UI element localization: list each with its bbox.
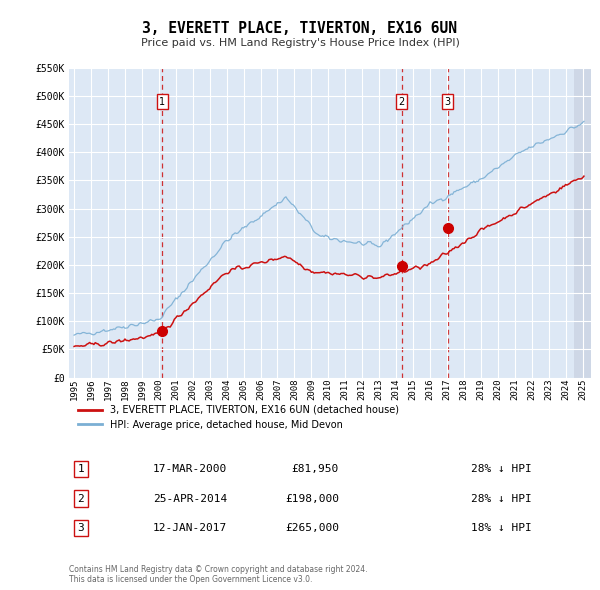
- Text: 3: 3: [445, 97, 451, 107]
- Text: Price paid vs. HM Land Registry's House Price Index (HPI): Price paid vs. HM Land Registry's House …: [140, 38, 460, 48]
- Text: £198,000: £198,000: [285, 494, 339, 503]
- Text: £81,950: £81,950: [292, 464, 339, 474]
- Text: 28% ↓ HPI: 28% ↓ HPI: [471, 494, 532, 503]
- Text: 1: 1: [160, 97, 166, 107]
- Text: £265,000: £265,000: [285, 523, 339, 533]
- Text: 25-APR-2014: 25-APR-2014: [153, 494, 227, 503]
- Text: 12-JAN-2017: 12-JAN-2017: [153, 523, 227, 533]
- Text: 2: 2: [398, 97, 404, 107]
- Text: 3: 3: [77, 523, 85, 533]
- Bar: [574, 68, 591, 378]
- Text: 18% ↓ HPI: 18% ↓ HPI: [471, 523, 532, 533]
- Text: 3, EVERETT PLACE, TIVERTON, EX16 6UN: 3, EVERETT PLACE, TIVERTON, EX16 6UN: [143, 21, 458, 35]
- Text: 1: 1: [77, 464, 85, 474]
- Text: 17-MAR-2000: 17-MAR-2000: [153, 464, 227, 474]
- Legend: 3, EVERETT PLACE, TIVERTON, EX16 6UN (detached house), HPI: Average price, detac: 3, EVERETT PLACE, TIVERTON, EX16 6UN (de…: [77, 405, 399, 430]
- Text: 2: 2: [77, 494, 85, 503]
- Text: 28% ↓ HPI: 28% ↓ HPI: [471, 464, 532, 474]
- Text: Contains HM Land Registry data © Crown copyright and database right 2024.
This d: Contains HM Land Registry data © Crown c…: [69, 565, 367, 584]
